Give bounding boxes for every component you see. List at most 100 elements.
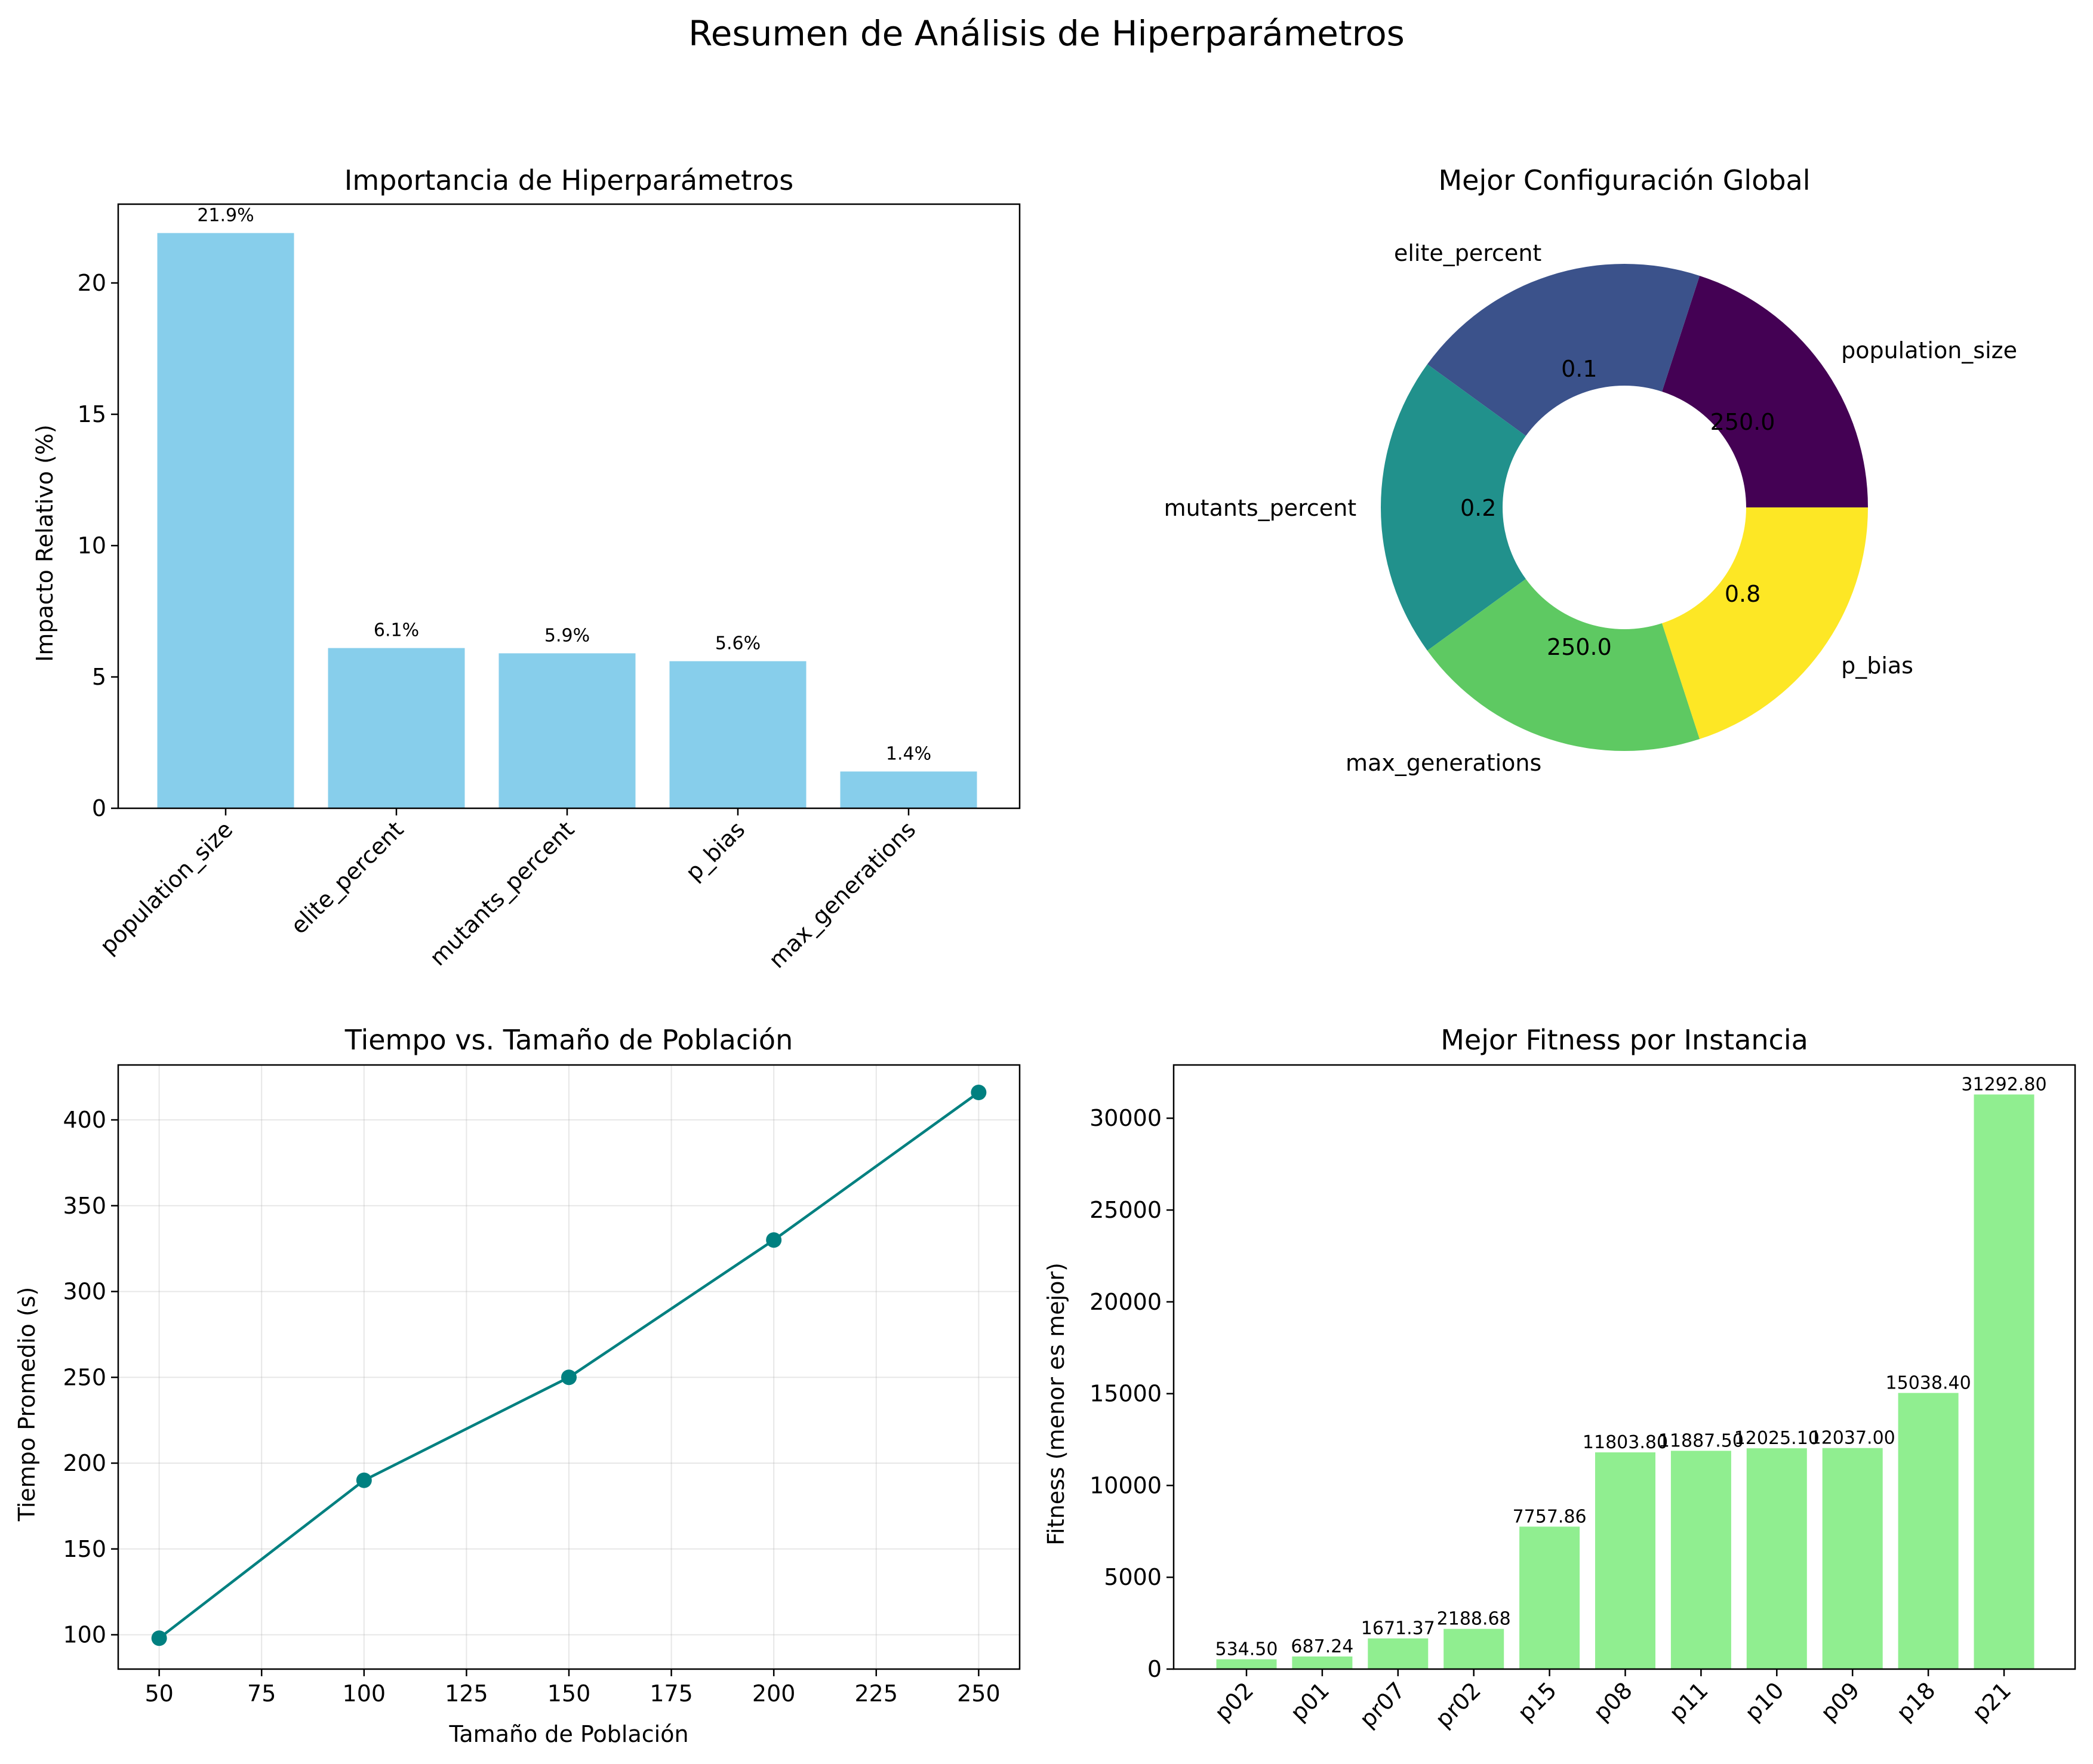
x-tick-label: p02 xyxy=(1209,1677,1258,1726)
donut-wedge xyxy=(1427,578,1700,751)
fitness-chart: Mejor Fitness por Instancia Fitness (men… xyxy=(1043,1024,2076,1733)
bar-value-label: 12037.00 xyxy=(1810,1428,1895,1449)
donut-plot: population_size 250.0 elite_percent 0.1 muta… xyxy=(1164,240,2017,776)
donut-value-label: 0.1 xyxy=(1561,356,1597,382)
donut-label: population_size xyxy=(1841,337,2017,364)
y-tick-label: 10 xyxy=(78,532,106,559)
time-series-point xyxy=(151,1630,167,1646)
fitness-plot: 0 5000 10000 15000 20000 25000 30000 534.50 p02 6… xyxy=(1089,1074,2046,1732)
y-tick-label: 15 xyxy=(78,401,106,427)
bar xyxy=(328,648,465,808)
y-tick-label: 10000 xyxy=(1089,1472,1162,1498)
time-chart-xlabel: Tamaño de Población xyxy=(448,1721,688,1747)
time-vs-population-chart: Tiempo vs. Tamaño de Población Tamaño de… xyxy=(14,1024,1021,1747)
x-tick-label: mutants_percent xyxy=(424,816,579,971)
bar-value-label: 1.4% xyxy=(886,743,931,764)
x-tick-label: 150 xyxy=(547,1680,591,1707)
time-plot: 50 75 100 125 150 175 200 225 250 100 150 200 250 300… xyxy=(63,1065,1020,1707)
bar-value-label: 687.24 xyxy=(1291,1636,1353,1657)
x-tick-label: p18 xyxy=(1891,1677,1940,1726)
x-tick-label: max_generations xyxy=(764,816,921,973)
importance-axes-frame xyxy=(117,203,1021,809)
donut-wedge xyxy=(1662,275,1868,507)
bar-value-label: 31292.80 xyxy=(1961,1074,2046,1095)
bar xyxy=(1443,1628,1504,1669)
x-tick-label: 75 xyxy=(247,1680,276,1707)
y-tick-label: 0 xyxy=(92,795,106,821)
y-tick-label: 400 xyxy=(63,1107,106,1133)
bar-value-label: 15038.40 xyxy=(1886,1372,1971,1393)
bar xyxy=(1292,1656,1353,1669)
bar-value-label: 12025.10 xyxy=(1734,1428,1820,1449)
time-chart-title: Tiempo vs. Tamaño de Población xyxy=(344,1024,793,1056)
x-tick-label: 250 xyxy=(957,1680,1001,1707)
x-tick-label: pr02 xyxy=(1430,1677,1486,1732)
bar xyxy=(498,653,636,808)
bar xyxy=(1746,1448,1807,1669)
time-chart-ylabel: Tiempo Promedio (s) xyxy=(14,1287,40,1522)
y-tick-label: 300 xyxy=(63,1279,106,1305)
bar xyxy=(157,233,294,808)
bar-value-label: 5.9% xyxy=(544,625,590,646)
bar xyxy=(840,771,977,808)
donut-label: max_generations xyxy=(1346,750,1541,776)
bar-value-label: 1671.37 xyxy=(1361,1618,1435,1639)
x-tick-label: p10 xyxy=(1740,1677,1789,1726)
x-tick-label: elite_percent xyxy=(285,816,408,939)
x-tick-label: 125 xyxy=(445,1680,488,1707)
bar xyxy=(1974,1094,2034,1669)
time-series-point xyxy=(971,1085,987,1100)
fitness-chart-title: Mejor Fitness por Instancia xyxy=(1441,1024,1808,1056)
x-tick-label: p21 xyxy=(1967,1677,2016,1726)
x-tick-label: 50 xyxy=(144,1680,173,1707)
fitness-chart-ylabel: Fitness (menor es mejor) xyxy=(1043,1263,1069,1546)
x-tick-label: 100 xyxy=(343,1680,386,1707)
donut-value-label: 0.2 xyxy=(1460,495,1496,521)
donut-wedge xyxy=(1381,364,1526,651)
donut-wedge xyxy=(1427,264,1700,436)
time-series-point xyxy=(766,1232,782,1248)
donut-label: mutants_percent xyxy=(1164,495,1357,521)
bar xyxy=(1216,1659,1277,1669)
bar xyxy=(1595,1452,1655,1669)
bar xyxy=(1670,1451,1731,1669)
figure-suptitle: Resumen de Análisis de Hiperparámetros xyxy=(688,13,1405,54)
y-tick-label: 100 xyxy=(63,1622,106,1648)
x-tick-label: p09 xyxy=(1815,1677,1864,1726)
donut-label: p_bias xyxy=(1841,652,1913,679)
y-tick-label: 15000 xyxy=(1089,1381,1162,1407)
y-tick-label: 30000 xyxy=(1089,1105,1162,1131)
x-tick-label: p08 xyxy=(1588,1677,1637,1726)
x-tick-label: 175 xyxy=(650,1680,693,1707)
donut-label: elite_percent xyxy=(1394,240,1541,266)
y-tick-label: 200 xyxy=(63,1450,106,1476)
bar xyxy=(669,661,807,808)
bar-value-label: 6.1% xyxy=(374,620,419,641)
donut-wedge xyxy=(1662,507,1868,740)
bar-value-label: 7757.86 xyxy=(1513,1506,1587,1527)
x-tick-label: 200 xyxy=(752,1680,796,1707)
y-tick-label: 20000 xyxy=(1089,1289,1162,1315)
importance-chart-title: Importancia de Hiperparámetros xyxy=(344,164,793,196)
bar xyxy=(1519,1526,1580,1669)
bar-value-label: 2188.68 xyxy=(1437,1609,1511,1630)
y-tick-label: 350 xyxy=(63,1193,106,1219)
importance-chart: Importancia de Hiperparámetros Impacto R… xyxy=(32,164,1021,973)
bar xyxy=(1368,1638,1429,1669)
y-tick-label: 20 xyxy=(78,270,106,296)
x-tick-label: 225 xyxy=(855,1680,898,1707)
y-tick-label: 250 xyxy=(63,1364,106,1390)
bar-value-label: 21.9% xyxy=(197,205,254,226)
y-tick-label: 150 xyxy=(63,1536,106,1562)
bar-value-label: 534.50 xyxy=(1215,1639,1278,1660)
x-tick-label: p15 xyxy=(1513,1677,1562,1726)
x-tick-label: p01 xyxy=(1285,1677,1334,1726)
x-tick-label: pr07 xyxy=(1355,1677,1410,1732)
donut-value-label: 250.0 xyxy=(1710,409,1775,435)
best-config-donut-title: Mejor Configuración Global xyxy=(1438,164,1810,196)
fitness-axes-frame xyxy=(1172,1064,2076,1670)
bar xyxy=(1898,1393,1959,1669)
donut-value-label: 0.8 xyxy=(1725,581,1760,607)
x-tick-label: population_size xyxy=(95,816,238,959)
